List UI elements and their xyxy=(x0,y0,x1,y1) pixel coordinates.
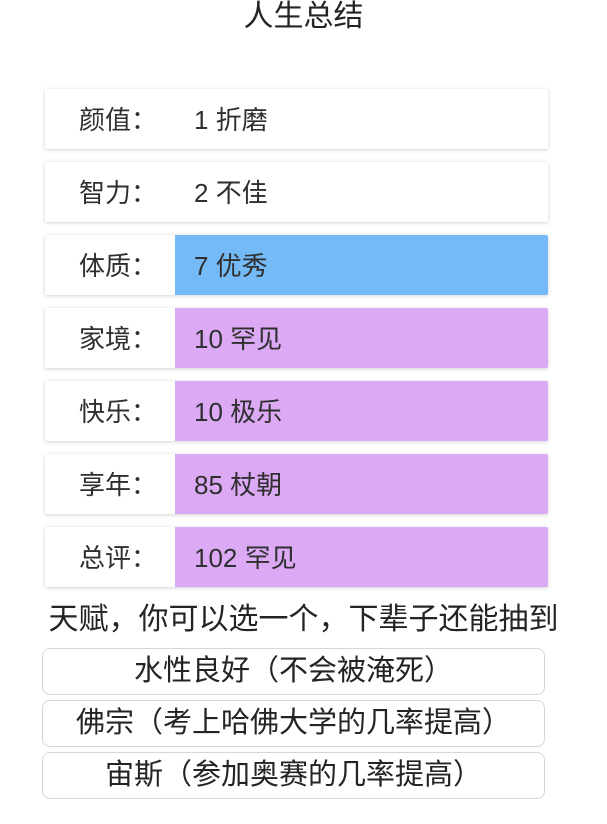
stat-label: 体质： xyxy=(45,234,175,295)
stat-label: 智力： xyxy=(45,161,175,222)
stat-row-intelligence: 智力： 2 不佳 xyxy=(45,161,548,222)
stats-list: 颜值： 1 折磨 智力： 2 不佳 体质： 7 优秀 家境： 10 罕见 快乐：… xyxy=(45,88,548,587)
stat-value: 85 杖朝 xyxy=(175,453,548,514)
stat-label: 总评： xyxy=(45,526,175,587)
stat-row-constitution: 体质： 7 优秀 xyxy=(45,234,548,295)
stat-label: 家境： xyxy=(45,307,175,368)
stat-value: 2 不佳 xyxy=(175,161,548,222)
stat-value: 10 罕见 xyxy=(175,307,548,368)
stat-row-happiness: 快乐： 10 极乐 xyxy=(45,380,548,441)
stat-value: 102 罕见 xyxy=(175,526,548,587)
talent-list: 水性良好（不会被淹死） 佛宗（考上哈佛大学的几率提高） 宙斯（参加奥赛的几率提高… xyxy=(42,647,545,799)
stat-value: 1 折磨 xyxy=(175,88,548,149)
stat-row-overall: 总评： 102 罕见 xyxy=(45,526,548,587)
talent-option-3[interactable]: 宙斯（参加奥赛的几率提高） xyxy=(42,751,545,799)
talent-option-2[interactable]: 佛宗（考上哈佛大学的几率提高） xyxy=(42,699,545,747)
talent-option-1[interactable]: 水性良好（不会被淹死） xyxy=(42,647,545,695)
stat-value: 7 优秀 xyxy=(175,234,548,295)
stat-row-lifespan: 享年： 85 杖朝 xyxy=(45,453,548,514)
page-title: 人生总结 xyxy=(243,0,364,33)
stat-row-charm: 颜值： 1 折磨 xyxy=(45,88,548,149)
talent-prompt: 天赋，你可以选一个，下辈子还能抽到 xyxy=(48,602,559,636)
stat-value: 10 极乐 xyxy=(175,380,548,441)
stat-label: 快乐： xyxy=(45,380,175,441)
stat-row-family: 家境： 10 罕见 xyxy=(45,307,548,368)
stat-label: 颜值： xyxy=(45,88,175,149)
stat-label: 享年： xyxy=(45,453,175,514)
